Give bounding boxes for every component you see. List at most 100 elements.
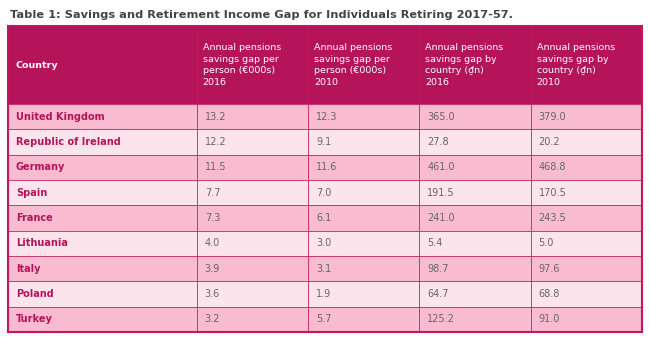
Bar (419, 205, 530, 231)
Text: 27.8: 27.8 (427, 137, 449, 147)
Bar (419, 231, 530, 256)
Text: 11.5: 11.5 (205, 162, 226, 172)
Bar (419, 155, 530, 180)
Bar (197, 26, 308, 104)
Bar (308, 307, 419, 332)
Text: 97.6: 97.6 (539, 264, 560, 274)
Text: Annual pensions
savings gap by
country (₫n)
2010: Annual pensions savings gap by country (… (537, 43, 615, 87)
Text: 1.9: 1.9 (316, 289, 332, 299)
Text: 3.1: 3.1 (316, 264, 332, 274)
Text: Spain: Spain (16, 188, 47, 198)
Bar (530, 256, 642, 281)
Text: 13.2: 13.2 (205, 112, 226, 122)
Bar (197, 281, 308, 307)
Bar (8, 180, 197, 205)
Text: 3.9: 3.9 (205, 264, 220, 274)
Bar (197, 307, 308, 332)
Text: 7.7: 7.7 (205, 188, 220, 198)
Bar (8, 26, 197, 104)
Text: 12.2: 12.2 (205, 137, 226, 147)
Text: 461.0: 461.0 (427, 162, 455, 172)
Bar (8, 281, 197, 307)
Bar (8, 129, 197, 155)
Text: Germany: Germany (16, 162, 66, 172)
Bar (530, 26, 642, 104)
Text: United Kingdom: United Kingdom (16, 112, 105, 122)
Bar (308, 205, 419, 231)
Text: 64.7: 64.7 (427, 289, 449, 299)
Bar (419, 26, 530, 104)
Text: 243.5: 243.5 (539, 213, 566, 223)
Text: 4.0: 4.0 (205, 238, 220, 249)
Bar (8, 256, 197, 281)
Text: Annual pensions
savings gap per
person (€000s)
2010: Annual pensions savings gap per person (… (314, 43, 393, 87)
Text: 91.0: 91.0 (539, 314, 560, 324)
Bar (8, 104, 197, 129)
Text: 11.6: 11.6 (316, 162, 337, 172)
Text: Country: Country (16, 61, 58, 69)
Text: 379.0: 379.0 (539, 112, 566, 122)
Bar (197, 205, 308, 231)
Text: 5.4: 5.4 (427, 238, 443, 249)
Bar (419, 180, 530, 205)
Text: 68.8: 68.8 (539, 289, 560, 299)
Bar (530, 307, 642, 332)
Bar (419, 256, 530, 281)
Text: 6.1: 6.1 (316, 213, 332, 223)
Text: 9.1: 9.1 (316, 137, 332, 147)
Text: 98.7: 98.7 (427, 264, 449, 274)
Text: 20.2: 20.2 (539, 137, 560, 147)
Text: 3.2: 3.2 (205, 314, 220, 324)
Bar (530, 155, 642, 180)
Bar (197, 231, 308, 256)
Text: 468.8: 468.8 (539, 162, 566, 172)
Bar (419, 104, 530, 129)
Bar (530, 231, 642, 256)
Text: 125.2: 125.2 (427, 314, 455, 324)
Text: France: France (16, 213, 53, 223)
Text: Poland: Poland (16, 289, 54, 299)
Text: 170.5: 170.5 (539, 188, 566, 198)
Bar (419, 307, 530, 332)
Bar (308, 129, 419, 155)
Bar (308, 231, 419, 256)
Bar (308, 256, 419, 281)
Bar (197, 256, 308, 281)
Text: 3.6: 3.6 (205, 289, 220, 299)
Bar (530, 104, 642, 129)
Bar (197, 104, 308, 129)
Text: Italy: Italy (16, 264, 40, 274)
Bar (308, 281, 419, 307)
Text: 5.7: 5.7 (316, 314, 332, 324)
Bar (8, 231, 197, 256)
Bar (530, 281, 642, 307)
Bar (308, 180, 419, 205)
Text: Turkey: Turkey (16, 314, 53, 324)
Text: Republic of Ireland: Republic of Ireland (16, 137, 121, 147)
Bar (8, 307, 197, 332)
Text: 5.0: 5.0 (539, 238, 554, 249)
Bar (530, 205, 642, 231)
Text: Table 1: Savings and Retirement Income Gap for Individuals Retiring 2017-57.: Table 1: Savings and Retirement Income G… (10, 10, 513, 20)
Text: 3.0: 3.0 (316, 238, 332, 249)
Text: Lithuania: Lithuania (16, 238, 68, 249)
Bar (308, 104, 419, 129)
Bar (8, 155, 197, 180)
Bar (197, 155, 308, 180)
Bar (197, 129, 308, 155)
Text: 241.0: 241.0 (427, 213, 455, 223)
Text: 191.5: 191.5 (427, 188, 455, 198)
Bar (8, 205, 197, 231)
Bar (197, 180, 308, 205)
Text: 7.0: 7.0 (316, 188, 332, 198)
Bar (530, 129, 642, 155)
Bar (530, 180, 642, 205)
Bar (308, 155, 419, 180)
Bar (419, 129, 530, 155)
Text: 12.3: 12.3 (316, 112, 337, 122)
Bar (419, 281, 530, 307)
Text: 7.3: 7.3 (205, 213, 220, 223)
Text: Annual pensions
savings gap by
country (₫n)
2016: Annual pensions savings gap by country (… (425, 43, 504, 87)
Bar (308, 26, 419, 104)
Bar (8, 26, 642, 332)
